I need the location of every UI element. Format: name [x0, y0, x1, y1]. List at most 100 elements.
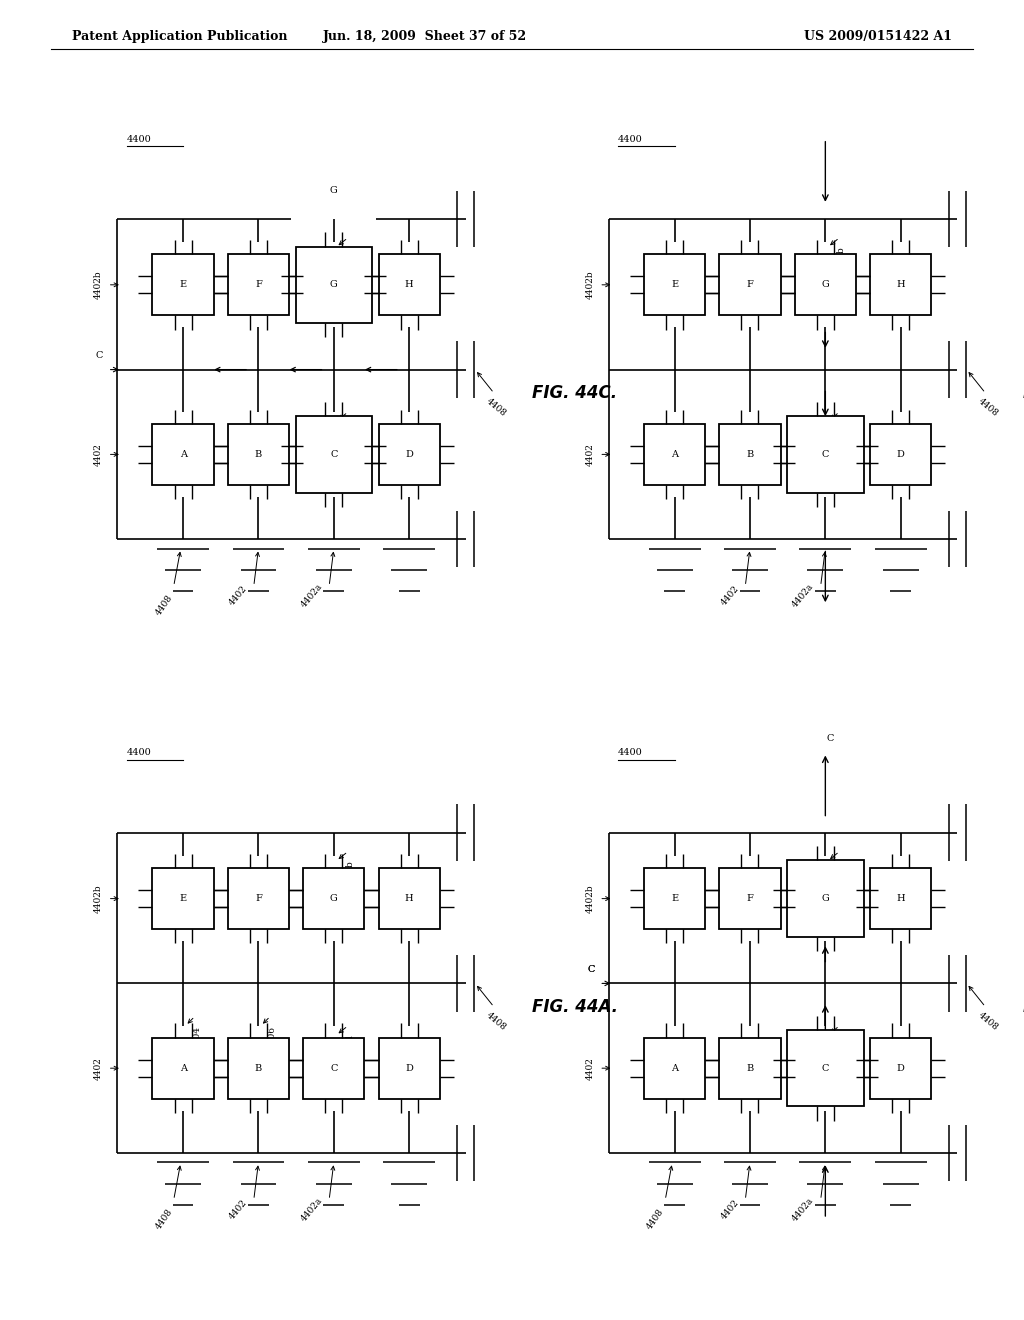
- Text: 4408: 4408: [484, 1010, 508, 1032]
- Text: 4402a: 4402a: [791, 1196, 816, 1224]
- Text: FIG. 44C.: FIG. 44C.: [531, 384, 616, 403]
- Text: 4402b: 4402b: [586, 271, 594, 300]
- Bar: [787, 861, 863, 937]
- Text: C: C: [330, 1064, 338, 1073]
- Text: C: C: [95, 351, 103, 360]
- Text: A: A: [671, 450, 678, 459]
- Text: 4408: 4408: [976, 396, 999, 418]
- Text: C: C: [821, 1064, 829, 1073]
- Text: H: H: [896, 280, 905, 289]
- Bar: [379, 869, 440, 929]
- Bar: [379, 1038, 440, 1098]
- Text: A: A: [671, 1064, 678, 1073]
- Text: 4400: 4400: [618, 748, 643, 758]
- Bar: [719, 424, 780, 484]
- Text: E: E: [671, 280, 678, 289]
- Text: F: F: [255, 280, 262, 289]
- Text: FIG. 44A.: FIG. 44A.: [531, 998, 617, 1016]
- Text: 4402b: 4402b: [586, 884, 594, 913]
- Text: D: D: [897, 450, 904, 459]
- Bar: [296, 247, 372, 323]
- Text: B: B: [255, 1064, 262, 1073]
- Text: 4406b: 4406b: [838, 861, 846, 890]
- Bar: [153, 1038, 214, 1098]
- Bar: [228, 869, 289, 929]
- Text: 4402: 4402: [719, 583, 740, 607]
- Text: 4402a: 4402a: [299, 1196, 325, 1224]
- Text: 4404b: 4404b: [346, 861, 354, 890]
- Text: F: F: [746, 894, 754, 903]
- Bar: [296, 416, 372, 492]
- Text: F: F: [746, 280, 754, 289]
- Bar: [379, 255, 440, 315]
- Text: 4408: 4408: [154, 593, 174, 618]
- Bar: [719, 255, 780, 315]
- Bar: [153, 255, 214, 315]
- Bar: [644, 424, 706, 484]
- Text: 4402: 4402: [719, 1197, 740, 1221]
- Text: 4402: 4402: [227, 1197, 249, 1221]
- Bar: [870, 424, 932, 484]
- Text: 4402b: 4402b: [94, 884, 102, 913]
- Text: C: C: [587, 965, 595, 974]
- Bar: [303, 869, 365, 929]
- Text: US 2009/0151422 A1: US 2009/0151422 A1: [804, 30, 952, 44]
- Text: 4406: 4406: [268, 1027, 276, 1049]
- Bar: [870, 255, 932, 315]
- Bar: [228, 255, 289, 315]
- Bar: [303, 1038, 365, 1098]
- Bar: [644, 1038, 706, 1098]
- Text: 4402: 4402: [586, 444, 594, 466]
- Text: 4402a: 4402a: [299, 582, 325, 610]
- Text: B: B: [746, 1064, 754, 1073]
- Text: 4408: 4408: [484, 396, 508, 418]
- Bar: [153, 424, 214, 484]
- Text: 4404a: 4404a: [838, 1035, 846, 1064]
- Bar: [379, 424, 440, 484]
- Text: B: B: [746, 450, 754, 459]
- Text: A: A: [179, 1064, 186, 1073]
- Text: Jun. 18, 2009  Sheet 37 of 52: Jun. 18, 2009 Sheet 37 of 52: [323, 30, 527, 44]
- Bar: [644, 869, 706, 929]
- Text: G: G: [330, 280, 338, 289]
- Text: D: D: [406, 450, 413, 459]
- Bar: [228, 1038, 289, 1098]
- Text: B: B: [255, 450, 262, 459]
- Text: G: G: [821, 894, 829, 903]
- Bar: [719, 869, 780, 929]
- Text: C: C: [826, 734, 834, 743]
- Text: Patent Application Publication: Patent Application Publication: [72, 30, 287, 44]
- Text: 4404a: 4404a: [838, 421, 846, 450]
- Text: 4404d: 4404d: [346, 1035, 354, 1064]
- Text: E: E: [179, 894, 186, 903]
- Bar: [644, 255, 706, 315]
- Text: 4404a: 4404a: [346, 421, 354, 450]
- Text: C: C: [587, 965, 595, 974]
- Text: F: F: [255, 894, 262, 903]
- Text: 4400: 4400: [127, 135, 152, 144]
- Bar: [228, 424, 289, 484]
- Text: G: G: [330, 186, 338, 195]
- Text: 4400: 4400: [618, 135, 643, 144]
- Text: A: A: [179, 450, 186, 459]
- Text: 4408: 4408: [154, 1206, 174, 1232]
- Text: H: H: [896, 894, 905, 903]
- Text: 4404b: 4404b: [346, 247, 354, 276]
- Bar: [787, 416, 863, 492]
- Text: D: D: [897, 1064, 904, 1073]
- Text: 4400: 4400: [127, 748, 152, 758]
- Text: 4404b: 4404b: [838, 247, 846, 276]
- Bar: [870, 1038, 932, 1098]
- Text: E: E: [179, 280, 186, 289]
- Text: 4408: 4408: [645, 1206, 666, 1232]
- Text: 4404: 4404: [193, 1027, 202, 1049]
- Text: 4402: 4402: [227, 583, 249, 607]
- Text: G: G: [330, 894, 338, 903]
- Text: G: G: [821, 280, 829, 289]
- Text: 4402: 4402: [94, 1057, 102, 1080]
- Text: 4402b: 4402b: [94, 271, 102, 300]
- Bar: [153, 869, 214, 929]
- Text: H: H: [404, 280, 414, 289]
- Bar: [870, 869, 932, 929]
- Bar: [719, 1038, 780, 1098]
